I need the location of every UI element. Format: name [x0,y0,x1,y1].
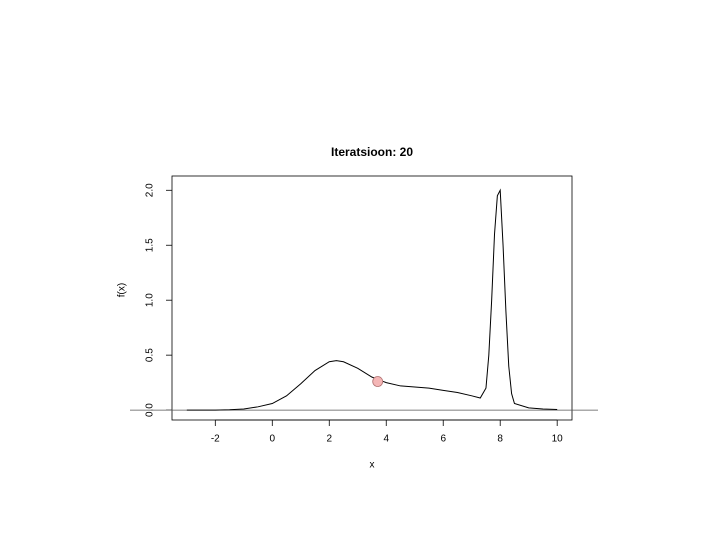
x-tick-label: 0 [270,434,276,445]
x-tick-label: 2 [326,434,332,445]
y-tick-label: 0.5 [145,348,156,362]
y-tick-label: 1.0 [145,293,156,307]
x-tick-label: 10 [552,434,564,445]
x-tick-label: 6 [440,434,446,445]
y-axis-label: f(x) [117,283,128,297]
x-tick-label: 4 [383,434,389,445]
chart-title: Iteratsioon: 20 [331,145,413,159]
x-axis-label: x [370,460,375,471]
y-tick-label: 1.5 [145,238,156,252]
data-line [186,188,558,411]
x-tick-label: 8 [497,434,503,445]
current-point [372,376,384,387]
plot-box [171,175,573,421]
x-tick-label: -2 [211,434,220,445]
y-tick-label: 2.0 [145,183,156,197]
